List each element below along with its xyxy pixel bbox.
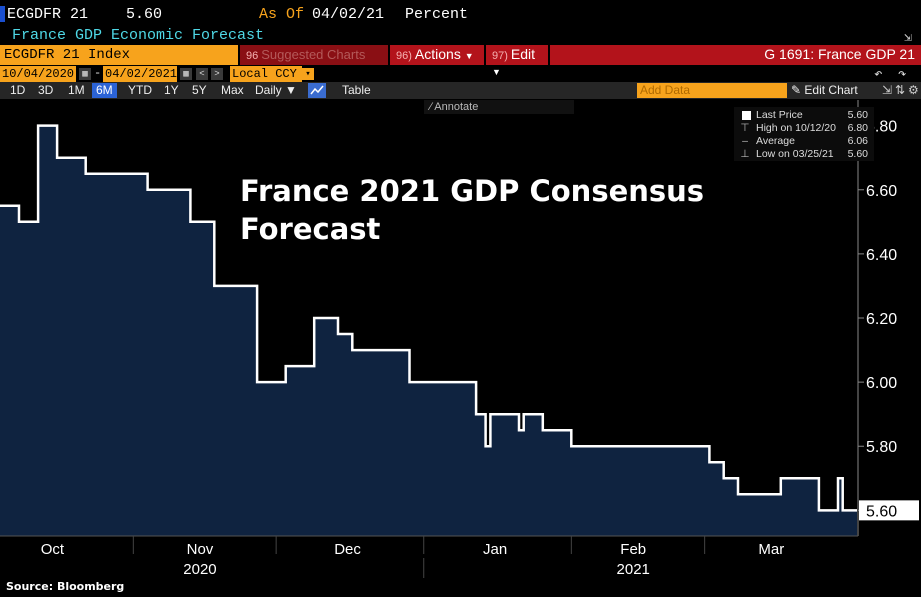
pencil-icon: ✎ (791, 83, 802, 97)
range-max[interactable]: Max (221, 83, 244, 97)
as-of-label: As Of (259, 6, 305, 23)
x-tick-label: Oct (41, 541, 65, 558)
chevron-down-icon: ▼ (285, 83, 297, 97)
annotate-button[interactable]: ∕ Annotate (424, 100, 574, 114)
back-arrow-icon[interactable]: < (196, 68, 208, 80)
calendar-icon[interactable]: ▦ (79, 68, 91, 80)
table-button[interactable]: Table (342, 83, 371, 97)
range-3d[interactable]: 3D (38, 83, 54, 97)
end-date-input[interactable]: 04/02/2021 (103, 66, 178, 82)
edit-menu-button[interactable]: 97) Edit ▼ (486, 45, 548, 77)
chevron-down-icon: ▼ (492, 67, 501, 77)
range-1y[interactable]: 1Y (164, 83, 179, 97)
x-year-label: 2021 (617, 561, 650, 578)
add-data-input[interactable]: Add Data (637, 83, 787, 98)
frequency-select[interactable]: Daily ▼ (251, 83, 301, 98)
last-value: 5.60 (126, 6, 163, 23)
pencil-icon: ∕ (430, 101, 432, 113)
function-toolbar: ECGDFR 21 Index 96 Suggested Charts 96) Ac… (0, 45, 921, 77)
gear-icon[interactable]: ⚙ (908, 83, 919, 97)
actions-num: 96) (396, 50, 412, 62)
series-swatch (742, 111, 751, 120)
last-value-label: 5.60 (866, 503, 897, 520)
average-marker-icon: – (742, 135, 748, 147)
suggested-label: Suggested Charts (261, 47, 366, 62)
edit-chart-label: Edit Chart (804, 83, 858, 97)
undo-icon[interactable]: ↶ (874, 67, 883, 83)
annotate-label: Annotate (434, 101, 479, 113)
legend-last: Last Price 5.60 (734, 109, 874, 122)
suggested-num: 96 (246, 50, 259, 62)
legend-last-value: 5.60 (847, 109, 868, 121)
y-tick-label: 6.60 (866, 183, 897, 200)
redo-icon[interactable]: ↷ (898, 67, 907, 83)
legend-average-value: 6.06 (847, 135, 868, 147)
last-value-marker (859, 500, 919, 521)
popout-icon[interactable]: ⇲ (904, 30, 912, 45)
index-field[interactable]: ECGDFR 21 Index (0, 45, 238, 65)
y-tick-label: 5.80 (866, 439, 897, 456)
legend-last-label: Last Price (756, 109, 803, 121)
start-date-input[interactable]: 10/04/2020 (0, 66, 76, 82)
range-1d[interactable]: 1D (10, 83, 26, 97)
range-5y[interactable]: 5Y (192, 83, 207, 97)
y-tick-label: 6.40 (866, 247, 897, 264)
legend-high: ⊤ High on 10/12/20 6.80 (734, 122, 874, 135)
range-1m[interactable]: 1M (68, 83, 85, 97)
ticker[interactable]: ECGDFR 21 (7, 6, 89, 23)
legend-low-label: Low on 03/25/21 (756, 148, 834, 160)
currency-select[interactable]: Local CCY (230, 66, 302, 82)
security-name: G 1691: France GDP 21 (550, 45, 921, 65)
line-chart-icon[interactable] (308, 83, 326, 98)
forward-arrow-icon[interactable]: > (211, 68, 223, 80)
header-bar: ECGDFR 21 5.60 As Of 04/02/21 Percent ⇲ (0, 0, 921, 45)
edit-num: 97) (492, 50, 508, 62)
overlay-title: France 2021 GDP Consensus Forecast (240, 174, 705, 246)
collapse-icon[interactable]: ⇲ (882, 83, 893, 97)
edit-chart-button[interactable]: ✎ Edit Chart (791, 83, 858, 98)
legend-high-value: 6.80 (847, 122, 868, 134)
x-tick-label: Nov (187, 541, 214, 558)
legend-average: – Average 6.06 (734, 135, 874, 148)
actions-label: Actions (414, 46, 461, 62)
security-marker (0, 6, 5, 22)
x-tick-label: Jan (483, 541, 507, 558)
x-tick-label: Feb (620, 541, 646, 558)
as-of-date: 04/02/21 (312, 6, 385, 23)
calendar-icon[interactable]: ▦ (180, 68, 192, 80)
legend-average-label: Average (756, 135, 795, 147)
x-tick-label: Dec (334, 541, 361, 558)
security-description: France GDP Economic Forecast (12, 27, 265, 44)
high-marker-icon: ⊤ (740, 122, 750, 134)
actions-menu-button[interactable]: 96) Actions ▼ (390, 45, 484, 65)
chart-legend: Last Price 5.60 ⊤ High on 10/12/20 6.80 … (734, 107, 874, 161)
date-range-bar: 10/04/2020 ▦ - 04/02/2021 ▦ < > Local CC… (0, 66, 921, 83)
low-marker-icon: ⊥ (740, 148, 750, 160)
unit-label: Percent (405, 6, 469, 23)
range-ytd[interactable]: YTD (128, 83, 152, 97)
y-tick-label: 6.00 (866, 375, 897, 392)
chevron-down-icon: ▼ (464, 51, 474, 61)
chevron-down-icon[interactable]: ▾ (302, 68, 314, 80)
frequency-label: Daily (255, 83, 282, 97)
range-6m[interactable]: 6M (92, 83, 117, 98)
series-line (0, 124, 857, 512)
date-separator: - (94, 66, 102, 80)
legend-high-label: High on 10/12/20 (756, 122, 836, 134)
x-tick-label: Mar (758, 541, 784, 558)
legend-low: ⊥ Low on 03/25/21 5.60 (734, 148, 874, 161)
source-note: Source: Bloomberg (6, 580, 125, 593)
y-tick-label: 6.20 (866, 311, 897, 328)
suggested-charts-button[interactable]: 96 Suggested Charts (240, 45, 388, 65)
range-toolbar: 1D 3D 1M 6M YTD 1Y 5Y Max Daily ▼ Table … (0, 82, 921, 99)
legend-low-value: 5.60 (847, 148, 868, 160)
x-year-label: 2020 (183, 561, 216, 578)
edit-label: Edit (510, 46, 536, 62)
pin-icon[interactable]: ⇅ (895, 83, 906, 97)
